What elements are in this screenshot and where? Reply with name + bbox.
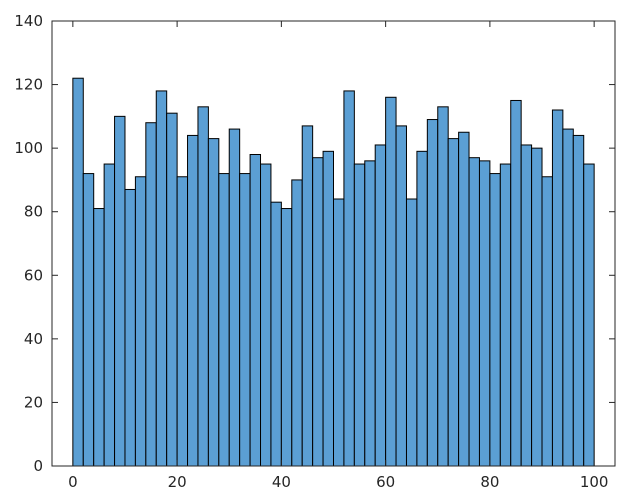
histogram-bar — [280, 208, 293, 467]
x-tick-label: 0 — [68, 473, 78, 491]
histogram-bar — [478, 160, 491, 467]
tick-labels: 0 20 40 60 80 100 0 20 40 60 80 100 120 140 — [14, 12, 608, 491]
histogram-bar — [312, 157, 324, 467]
histogram-bar — [114, 115, 126, 467]
y-tick-label: 60 — [24, 266, 43, 284]
x-tick-label: 60 — [376, 473, 395, 491]
y-tick-label: 40 — [24, 330, 43, 348]
histogram-bar — [510, 99, 522, 467]
histogram-bar — [260, 163, 272, 467]
histogram-bar — [343, 90, 355, 467]
histogram-bar — [583, 163, 595, 467]
histogram-bar — [155, 90, 168, 467]
x-tick-label: 40 — [272, 473, 291, 491]
histogram-bar — [499, 163, 512, 467]
histogram-bar — [385, 96, 397, 467]
histogram-bar — [197, 106, 209, 467]
y-tick-label: 100 — [14, 139, 43, 157]
histogram-bar — [218, 173, 230, 467]
histogram-bar — [176, 176, 189, 467]
x-tick-label: 100 — [580, 473, 609, 491]
histogram-bar — [551, 109, 564, 467]
histogram-bar — [124, 188, 136, 467]
y-tick-label: 0 — [33, 457, 43, 475]
histogram-bar — [572, 134, 585, 467]
histogram-bar — [395, 125, 407, 467]
histogram-bar — [447, 138, 460, 467]
histogram-bar — [187, 134, 199, 467]
histogram-bar — [531, 147, 543, 467]
histogram-bar — [364, 160, 376, 467]
histogram-bar — [134, 176, 147, 467]
y-tick-label: 80 — [24, 203, 43, 221]
y-tick-label: 120 — [14, 76, 43, 94]
y-tick-label: 20 — [24, 393, 43, 411]
histogram-bar — [405, 198, 418, 467]
histogram-bar — [520, 144, 533, 467]
histogram-bar — [301, 125, 314, 467]
y-tick-label: 140 — [14, 12, 43, 30]
histogram-bar — [249, 154, 262, 467]
histogram-bar — [541, 176, 553, 467]
histogram-bar — [207, 138, 220, 467]
histogram-bar — [93, 208, 105, 467]
histogram-bar — [103, 163, 116, 467]
histogram-bar — [333, 198, 345, 467]
histogram-bar — [562, 128, 574, 467]
histogram-bar — [374, 144, 387, 467]
histogram-bar — [291, 179, 303, 467]
histogram-bar — [166, 112, 178, 467]
histogram-bar — [145, 122, 157, 467]
histogram-bar — [239, 173, 251, 467]
histogram-bar — [72, 77, 84, 467]
histogram-bar — [228, 128, 241, 467]
axis-ticks — [52, 20, 615, 467]
histogram-bar — [353, 163, 366, 467]
histogram-bar — [458, 131, 470, 467]
histogram-bar — [270, 201, 282, 467]
x-tick-label: 80 — [480, 473, 499, 491]
x-tick-label: 20 — [168, 473, 187, 491]
histogram-bar — [82, 173, 95, 467]
plot-frame — [51, 20, 616, 467]
histogram-bar — [416, 150, 428, 467]
histogram-bar — [489, 173, 501, 467]
histogram-bar — [426, 119, 439, 467]
histogram-bar — [322, 150, 334, 467]
histogram-bar — [468, 157, 480, 467]
histogram-bar — [437, 106, 449, 467]
